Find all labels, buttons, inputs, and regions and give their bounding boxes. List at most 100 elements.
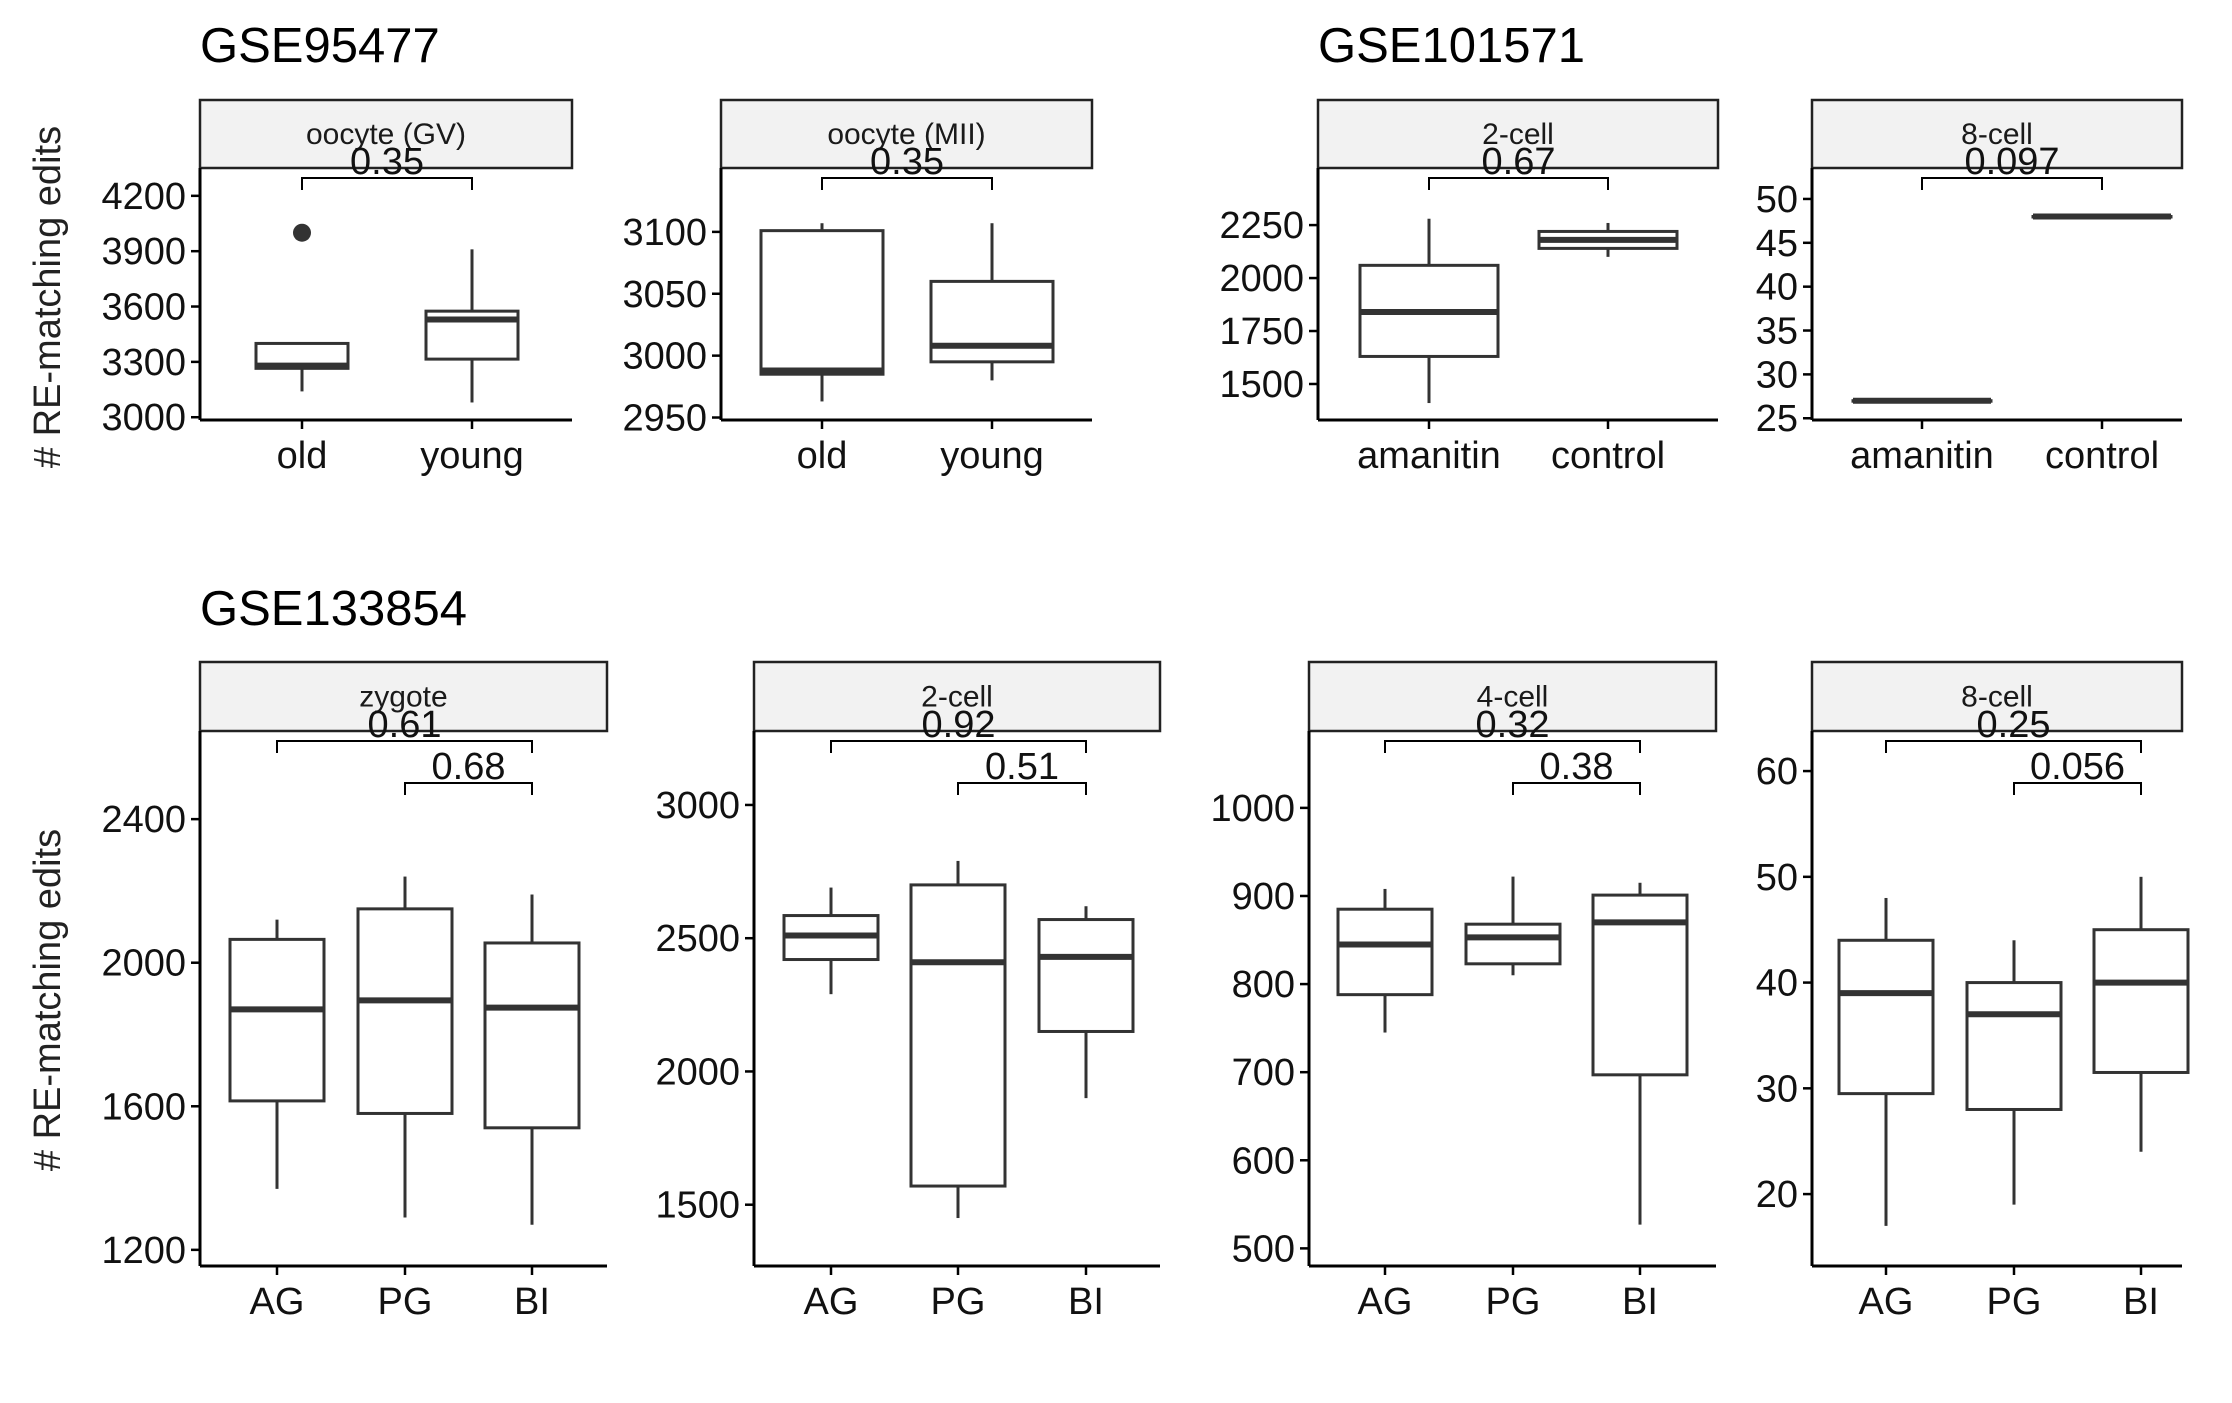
box: [1965, 940, 2063, 1205]
panel-strip: [752, 660, 1162, 733]
y-tick-label: 2950: [622, 398, 707, 440]
panel: 4-cell 500 600 700 800 900 1000 AG PG BI 0.320.38: [1210, 660, 1718, 1323]
x-tick-label: control: [1551, 435, 1665, 477]
significance-bracket: [1885, 740, 2142, 753]
box: [1464, 876, 1562, 976]
y-tick-label: 3000: [655, 785, 740, 827]
y-tick-label: 900: [1232, 876, 1295, 918]
panel-strip-label: oocyte (GV): [306, 118, 466, 151]
p-value-label: 0.097: [1964, 141, 2059, 183]
y-tick-label: 40: [1756, 963, 1798, 1005]
y-tick-label: 4200: [101, 176, 186, 218]
panel-strip-label: 8-cell: [1961, 681, 2033, 714]
panel-strip: [1810, 660, 2184, 733]
significance-bracket: [830, 740, 1087, 753]
panel: 2-cell 1500 2000 2500 3000 AG PG BI 0.920.51: [655, 660, 1162, 1323]
box-body: [483, 941, 581, 1130]
y-tick-label: 1600: [101, 1086, 186, 1128]
significance-bracket: [404, 782, 533, 795]
y-tick-label: 2250: [1219, 205, 1304, 247]
y-tick-label: 50: [1756, 179, 1798, 221]
y-tick-label: 2000: [1219, 258, 1304, 300]
group-title-gse101571: GSE101571: [1318, 19, 1585, 73]
x-tick-label: control: [2045, 435, 2159, 477]
x-tick-label: BI: [2123, 1281, 2159, 1323]
y-tick-label: 1000: [1210, 788, 1295, 830]
x-tick-label: young: [940, 435, 1044, 477]
x-tick-label: AG: [1358, 1281, 1413, 1323]
p-value-label: 0.38: [1540, 746, 1614, 788]
x-tick-label: BI: [1622, 1281, 1658, 1323]
box: [1358, 218, 1500, 404]
x-tick-label: BI: [514, 1281, 550, 1323]
box: [1037, 906, 1135, 1099]
y-tick-label: 3000: [622, 336, 707, 378]
y-tick-label: 30: [1756, 354, 1798, 396]
box: [909, 860, 1007, 1219]
panel-strip: [1810, 98, 2184, 170]
box: [759, 223, 885, 402]
x-tick-label: amanitin: [1357, 435, 1501, 477]
p-value-label: 0.92: [922, 704, 996, 746]
y-tick-label: 600: [1232, 1140, 1295, 1182]
box-body: [356, 907, 454, 1115]
x-tick-label: AG: [250, 1281, 305, 1323]
y-tick-label: 3050: [622, 274, 707, 316]
box: [1837, 897, 1935, 1226]
significance-bracket: [2013, 782, 2142, 795]
x-tick-label: AG: [804, 1281, 859, 1323]
y-tick-label: 25: [1756, 398, 1798, 440]
panel: oocyte (GV) 3000 3300 3600 3900 4200 old young 0…: [101, 98, 574, 477]
significance-bracket: [957, 782, 1087, 795]
box-body: [1837, 938, 1935, 1096]
panels-layer: oocyte (GV) 3000 3300 3600 3900 4200 old young 0…: [101, 98, 2190, 1323]
significance-bracket: [301, 177, 473, 190]
x-tick-label: PG: [931, 1281, 986, 1323]
significance-bracket: [1512, 782, 1641, 795]
y-tick-label: 40: [1756, 267, 1798, 309]
y-tick-label: 800: [1232, 964, 1295, 1006]
box: [1336, 888, 1434, 1033]
box: [2092, 876, 2190, 1152]
significance-bracket: [821, 177, 993, 190]
box-body: [1464, 922, 1562, 966]
y-tick-label: 2500: [655, 918, 740, 960]
panel: 2-cell 1500 1750 2000 2250 amanitin control 0.6…: [1219, 98, 1720, 477]
significance-bracket: [1428, 177, 1609, 190]
y-tick-label: 45: [1756, 223, 1798, 265]
box: [782, 887, 880, 995]
y-tick-label: 1750: [1219, 311, 1304, 353]
panel-strip-label: 4-cell: [1477, 681, 1549, 714]
x-tick-label: young: [420, 435, 524, 477]
box-body: [929, 279, 1055, 364]
y-tick-label: 1500: [655, 1185, 740, 1227]
p-value-label: 0.056: [2030, 746, 2125, 788]
box: [1591, 882, 1689, 1225]
y-tick-label: 20: [1756, 1174, 1798, 1216]
significance-bracket: [1384, 740, 1641, 753]
panel-strip: [198, 660, 609, 733]
panel: zygote 1200 1600 2000 2400 AG PG BI 0.610.68: [101, 660, 609, 1323]
panel-strip-label: 2-cell: [1482, 118, 1554, 151]
panel-strip: [719, 98, 1094, 170]
y-tick-label: 500: [1232, 1228, 1295, 1270]
panel-strip-label: oocyte (MII): [827, 118, 985, 151]
y-tick-label: 50: [1756, 857, 1798, 899]
y-tick-label: 2400: [101, 799, 186, 841]
box-body: [759, 229, 885, 376]
group-title-gse95477: GSE95477: [200, 19, 440, 73]
box-body: [1336, 907, 1434, 997]
group-title-gse133854: GSE133854: [200, 582, 467, 636]
p-value-label: 0.67: [1482, 141, 1556, 183]
x-tick-label: old: [277, 435, 328, 477]
box-body: [1965, 981, 2063, 1111]
box-body: [228, 937, 326, 1103]
y-tick-label: 3300: [101, 342, 186, 384]
p-value-label: 0.35: [350, 141, 424, 183]
box: [228, 919, 326, 1189]
y-tick-label: 1500: [1219, 364, 1304, 406]
y-tick-label: 700: [1232, 1052, 1295, 1094]
y-axis-label-top: # RE-matching edits: [27, 126, 69, 468]
